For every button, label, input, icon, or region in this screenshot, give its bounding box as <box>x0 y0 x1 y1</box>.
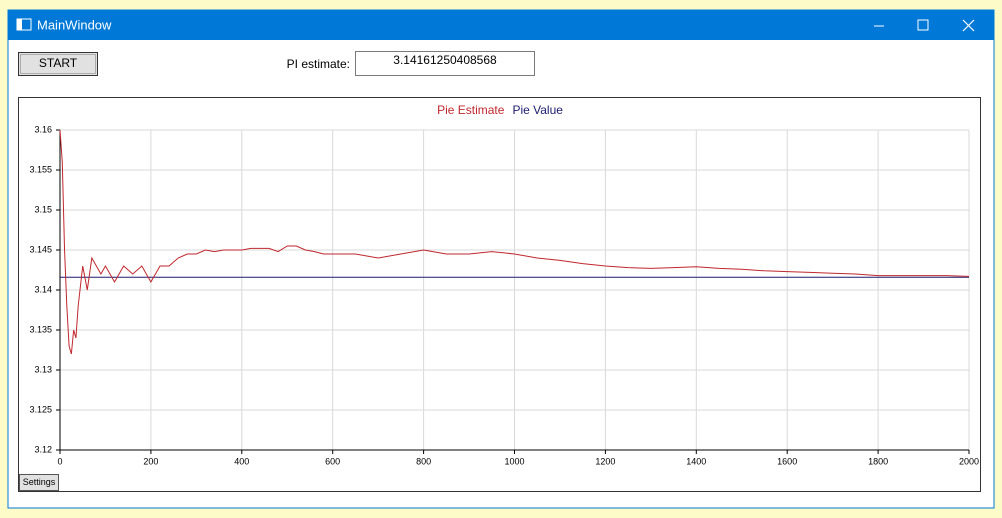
chart-frame <box>18 97 981 492</box>
y-tick-label: 3.15 <box>34 204 52 214</box>
settings-label: Settings <box>23 477 56 487</box>
pi-textbox[interactable] <box>355 51 535 76</box>
y-tick-label: 3.16 <box>34 124 52 134</box>
close-button[interactable] <box>962 19 975 32</box>
y-tick-label: 3.135 <box>29 324 52 334</box>
y-tick-label: 3.13 <box>34 364 52 374</box>
chart: 3.12 3.125 3.13 3.135 3.14 3.145 3.15 3.155 3.16… <box>29 103 979 466</box>
x-tick-label: 600 <box>325 456 340 466</box>
maximize-button[interactable] <box>917 19 929 31</box>
start-button[interactable]: START <box>18 52 98 76</box>
y-tick-label: 3.12 <box>34 444 52 454</box>
window-icon <box>16 18 32 31</box>
x-tick-label: 1800 <box>868 456 888 466</box>
pi-value: 3.14161250408568 <box>393 53 497 67</box>
legend-entry: Pie Value <box>512 103 563 117</box>
x-tick-label: 400 <box>234 456 249 466</box>
title-bar <box>8 10 994 40</box>
y-tick-label: 3.155 <box>29 164 52 174</box>
legend-entry: Pie Estimate <box>437 103 505 117</box>
series-line <box>59 129 970 355</box>
x-tick-label: 0 <box>57 456 62 466</box>
x-tick-label: 1000 <box>504 456 524 466</box>
settings-button[interactable]: Settings <box>19 474 59 491</box>
y-tick-label: 3.145 <box>29 244 52 254</box>
x-tick-label: 800 <box>416 456 431 466</box>
y-tick-label: 3.125 <box>29 404 52 414</box>
pi-label: PI estimate: <box>287 57 350 71</box>
x-tick-label: 1600 <box>777 456 797 466</box>
window-title: MainWindow <box>37 17 112 32</box>
start-label: START <box>39 56 78 70</box>
x-tick-label: 2000 <box>959 456 979 466</box>
x-tick-label: 1200 <box>595 456 615 466</box>
x-tick-label: 200 <box>143 456 158 466</box>
y-tick-label: 3.14 <box>34 284 52 294</box>
x-tick-label: 1400 <box>686 456 706 466</box>
legend: Pie Estimate Pie Value <box>437 103 563 117</box>
